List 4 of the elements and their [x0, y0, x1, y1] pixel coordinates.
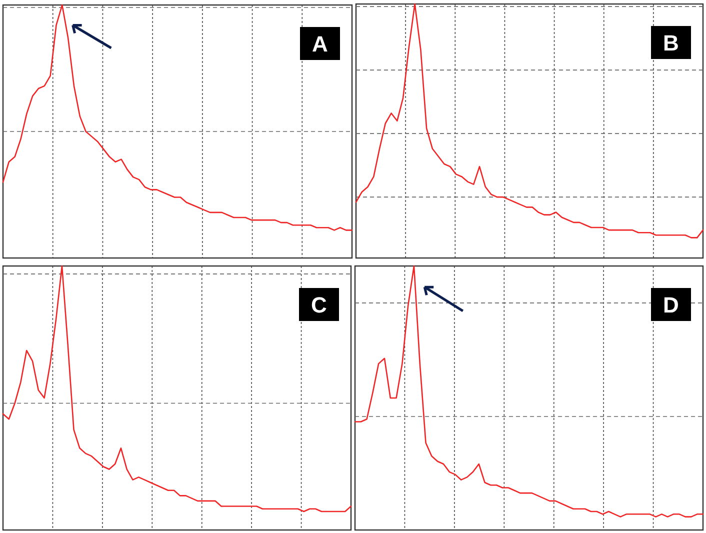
text: A: [312, 32, 328, 56]
text: B: [663, 30, 679, 56]
text: D: [663, 292, 679, 318]
text: C: [311, 292, 328, 318]
